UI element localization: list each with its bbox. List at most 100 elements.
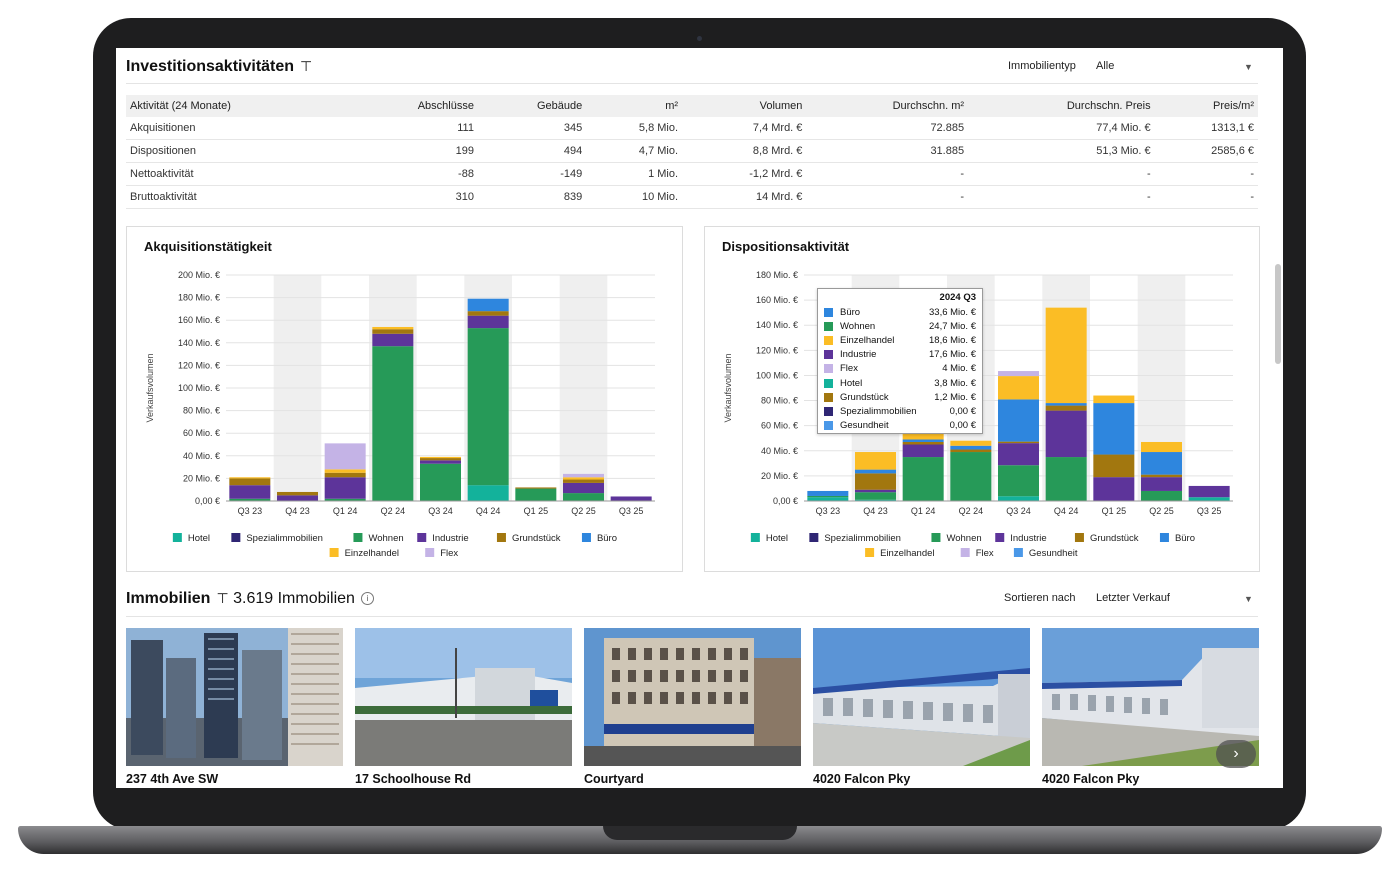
- bar-segment: [855, 469, 896, 474]
- bar-segment: [855, 492, 896, 500]
- tooltip-series-value: 33,6 Mio. €: [929, 306, 976, 318]
- table-body: Akquisitionen 111 345 5,8 Mio. 7,4 Mrd. €72.…: [126, 117, 1258, 209]
- bar-segment: [324, 443, 366, 470]
- chevron-right-icon[interactable]: ›: [1216, 740, 1256, 768]
- tooltip-swatch: [824, 392, 833, 402]
- legend-swatch: [931, 533, 941, 542]
- table-cell: 111: [347, 117, 478, 140]
- chevron-down-icon[interactable]: ▼: [1244, 62, 1253, 72]
- table-cell: 5,8 Mio.: [586, 117, 683, 140]
- property-name[interactable]: 237 4th Ave SW: [126, 772, 219, 786]
- table-cell: -: [806, 162, 969, 186]
- tooltip-title: 2024 Q3: [939, 292, 976, 303]
- legend-label: Büro: [597, 533, 617, 544]
- chart-title: Akquisitionstätigkeit: [144, 239, 272, 254]
- table-cell: 10 Mio.: [586, 185, 683, 209]
- bar-segment: [998, 376, 1039, 400]
- pin-icon[interactable]: ⊤: [300, 58, 313, 74]
- chart-tooltip: 2024 Q3 Büro 33,6 Mio. € Wohnen 24,7 Mio. €…: [817, 288, 983, 434]
- bar-segment: [324, 477, 366, 499]
- property-card[interactable]: 17 Schoolhouse Rd: [355, 628, 572, 788]
- table-cell: 72.885: [806, 117, 969, 140]
- tooltip-series-value: 17,6 Mio. €: [929, 349, 976, 361]
- bar-segment: [229, 485, 271, 499]
- property-card[interactable]: Courtyard: [584, 628, 801, 788]
- table-header-row: Aktivität (24 Monate) Abschlüsse Gebäude m²…: [126, 95, 1258, 117]
- bar-segment: [950, 440, 992, 446]
- property-card[interactable]: 237 4th Ave SW: [126, 628, 343, 788]
- property-name[interactable]: 4020 Falcon Pky: [1042, 772, 1140, 786]
- legend-label: Gesundheit: [1029, 548, 1078, 559]
- y-tick-label: 40 Mio. €: [183, 451, 220, 461]
- bar-segment: [998, 441, 1039, 444]
- bar-segment: [1188, 497, 1230, 501]
- chevron-down-icon[interactable]: ▼: [1244, 594, 1253, 604]
- table-cell: 345: [477, 117, 587, 140]
- tooltip-series-name: Hotel: [840, 377, 863, 389]
- office-towers-photo[interactable]: [126, 628, 343, 766]
- property-type-select[interactable]: Alle: [1096, 60, 1115, 72]
- bar-segment: [1045, 457, 1087, 501]
- table-cell: 8,8 Mrd. €: [682, 139, 807, 163]
- legend-label: Grundstück: [512, 533, 561, 544]
- bar-segment: [1141, 477, 1182, 491]
- bar-segment: [998, 443, 1039, 466]
- divider: [126, 616, 1258, 617]
- bar-segment: [1093, 395, 1135, 404]
- bar-segment: [855, 473, 896, 490]
- bar-segment: [563, 482, 604, 494]
- warehouse-photo[interactable]: [355, 628, 572, 766]
- bar-segment: [467, 328, 509, 486]
- column-header: Preis/m²: [1154, 95, 1258, 117]
- tooltip-swatch: [824, 350, 833, 360]
- tooltip-row: Einzelhandel 18,6 Mio. €: [818, 333, 982, 347]
- x-tick-label: Q3 24: [1006, 506, 1031, 516]
- tooltip-row: Flex 4 Mio. €: [818, 362, 982, 376]
- bar-segment: [277, 495, 318, 501]
- properties-heading: Immobilien ⊤ 3.619 Immobilien i: [126, 590, 374, 608]
- table-cell: 2585,6 €: [1154, 139, 1258, 163]
- x-tick-label: Q2 24: [959, 506, 984, 516]
- historic-building-photo[interactable]: [584, 628, 801, 766]
- bar-segment: [1093, 403, 1135, 455]
- legend-swatch: [865, 548, 875, 557]
- y-tick-label: 120 Mio. €: [178, 360, 220, 370]
- info-icon[interactable]: i: [360, 592, 374, 606]
- bar-segment: [1045, 405, 1087, 411]
- sort-select[interactable]: Letzter Verkauf: [1096, 592, 1170, 604]
- y-tick-label: 180 Mio. €: [756, 270, 798, 280]
- table-cell: 1313,1 €: [1154, 117, 1258, 140]
- table-cell: 1 Mio.: [586, 162, 683, 186]
- table-cell: Dispositionen: [126, 139, 348, 163]
- tooltip-swatch: [824, 335, 833, 345]
- tooltip-series-value: 0,00 €: [949, 420, 976, 432]
- x-tick-label: Q2 25: [571, 506, 596, 516]
- bar-segment: [902, 441, 944, 445]
- x-tick-label: Q4 24: [476, 506, 501, 516]
- pin-icon[interactable]: ⊤: [216, 590, 229, 606]
- tooltip-row: Spezialimmobilien 0,00 €: [818, 404, 982, 418]
- bar-segment: [1093, 454, 1135, 478]
- legend-swatch: [417, 533, 427, 542]
- property-name[interactable]: 17 Schoolhouse Rd: [355, 772, 471, 786]
- tooltip-row: Büro 33,6 Mio. €: [818, 305, 982, 319]
- property-name[interactable]: Courtyard: [584, 772, 644, 786]
- property-name[interactable]: 4020 Falcon Pky: [813, 772, 911, 786]
- legend-swatch: [809, 533, 819, 542]
- legend-label: Hotel: [188, 533, 210, 544]
- y-tick-label: 20 Mio. €: [183, 473, 220, 483]
- legend-label: Industrie: [1010, 533, 1046, 544]
- y-tick-label: 120 Mio. €: [756, 345, 798, 355]
- table-cell: -1,2 Mrd. €: [682, 162, 807, 186]
- property-card[interactable]: 4020 Falcon Pky: [813, 628, 1030, 788]
- scrollbar[interactable]: [1275, 264, 1281, 364]
- logistics-building-photo[interactable]: [813, 628, 1030, 766]
- legend-label: Wohnen: [368, 533, 403, 544]
- activity-title-wrap: Investitionsaktivitäten ⊤: [126, 58, 312, 76]
- bar-segment: [902, 444, 944, 458]
- table-cell: Nettoaktivität: [126, 162, 348, 186]
- bar-segment: [1188, 485, 1230, 498]
- bar-segment: [515, 488, 557, 501]
- y-axis-label: Verkaufsvolumen: [723, 353, 733, 422]
- bar-segment: [1141, 441, 1182, 453]
